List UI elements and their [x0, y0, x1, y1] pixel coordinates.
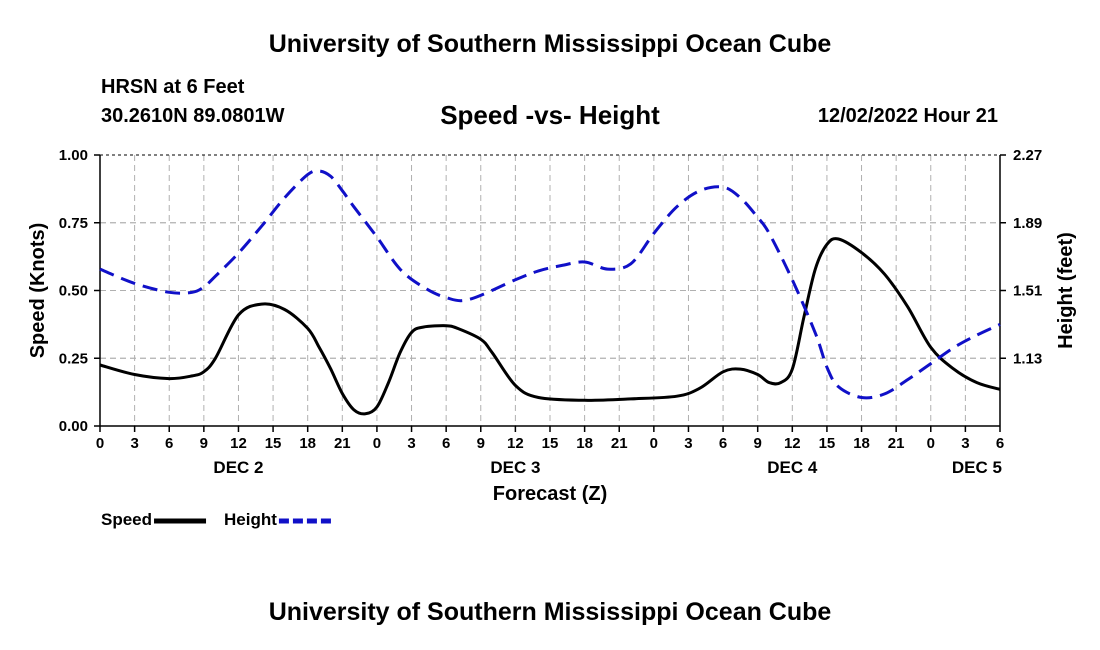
x-tick-label: 0 — [927, 435, 935, 452]
y2-tick-label: 1.51 — [1013, 283, 1042, 300]
x-tick-label: 18 — [853, 435, 870, 452]
x-tick-label: 18 — [576, 435, 593, 452]
x-tick-label: 3 — [130, 435, 138, 452]
y2-tick-label: 1.89 — [1013, 215, 1042, 232]
x-tick-label: 9 — [754, 435, 762, 452]
x-tick-label: 18 — [299, 435, 316, 452]
x-tick-label: 3 — [961, 435, 969, 452]
day-label: DEC 3 — [490, 458, 540, 477]
y-tick-label: 0.00 — [59, 418, 88, 435]
x-tick-label: 12 — [784, 435, 801, 452]
x-tick-label: 3 — [407, 435, 415, 452]
x-tick-label: 15 — [542, 435, 559, 452]
station-label: HRSN at 6 Feet — [101, 76, 245, 98]
speed-series-line — [99, 237, 1001, 416]
x-tick-label: 15 — [265, 435, 282, 452]
x-tick-label: 6 — [719, 435, 727, 452]
legend-label-height: Height — [224, 510, 277, 529]
forecast-datetime: 12/02/2022 Hour 21 — [817, 105, 998, 127]
chart-subtitle: Speed -vs- Height — [440, 100, 660, 130]
x-tick-label: 6 — [996, 435, 1004, 452]
x-tick-label: 12 — [507, 435, 524, 452]
x-tick-label: 12 — [230, 435, 247, 452]
y-tick-label: 0.25 — [59, 350, 88, 367]
x-tick-label: 9 — [200, 435, 208, 452]
x-tick-label: 15 — [819, 435, 836, 452]
y-tick-label: 0.50 — [59, 283, 88, 300]
x-tick-label: 0 — [373, 435, 381, 452]
y2-tick-label: 1.13 — [1013, 350, 1042, 367]
x-tick-label: 21 — [888, 435, 905, 452]
day-label: DEC 4 — [767, 458, 818, 477]
legend-label-speed: Speed — [101, 510, 152, 529]
y-tick-label: 1.00 — [59, 147, 88, 164]
x-tick-label: 21 — [334, 435, 351, 452]
x-tick-label: 0 — [650, 435, 658, 452]
height-series-line — [99, 169, 1001, 400]
y2-axis-title: Height (feet) — [1055, 232, 1077, 349]
y2-tick-label: 2.27 — [1013, 147, 1042, 164]
y-tick-label: 0.75 — [59, 215, 88, 232]
chart-title-bottom: University of Southern Mississippi Ocean… — [268, 598, 832, 626]
day-label: DEC 2 — [213, 458, 263, 477]
x-tick-label: 6 — [442, 435, 450, 452]
x-tick-label: 9 — [477, 435, 485, 452]
day-label: DEC 5 — [952, 458, 1002, 477]
y-axis-title: Speed (Knots) — [27, 223, 49, 359]
x-tick-label: 0 — [96, 435, 104, 452]
coordinates-label: 30.2610N 89.0801W — [101, 105, 285, 127]
x-axis-title: Forecast (Z) — [493, 483, 607, 505]
x-tick-label: 6 — [165, 435, 173, 452]
chart-title-top: University of Southern Mississippi Ocean… — [268, 30, 832, 58]
x-tick-label: 3 — [684, 435, 692, 452]
speed-height-chart: 0 3 6 9 12 15 18 21 0 3 6 9 12 15 18 21 0 3 6 9 12 15 18 21 0 3 6 D… — [27, 147, 1077, 529]
x-tick-label: 21 — [611, 435, 628, 452]
